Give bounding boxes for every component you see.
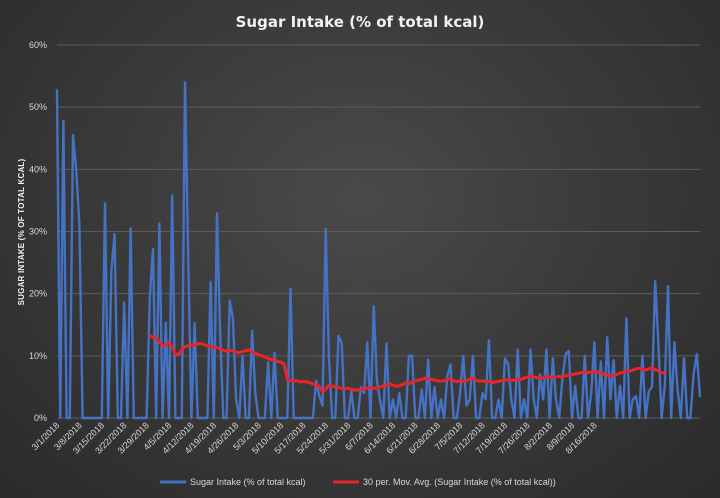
y-tick-label: 60% xyxy=(29,40,47,50)
y-tick-label: 30% xyxy=(29,227,47,237)
series-line-sugar-intake xyxy=(55,81,702,420)
series-line-moving-average xyxy=(148,334,667,394)
legend-label-moving-average: 30 per. Mov. Avg. (Sugar Intake (% of to… xyxy=(363,477,556,487)
y-tick-label: 20% xyxy=(29,289,47,299)
y-axis-label: SUGAR INTAKE (% OF TOTAL KCAL) xyxy=(17,158,26,305)
chart-title: Sugar Intake (% of total kcal) xyxy=(236,13,485,31)
gridlines xyxy=(57,44,700,419)
series-lines xyxy=(55,81,702,420)
y-tick-label: 10% xyxy=(29,351,47,361)
y-tick-label: 40% xyxy=(29,164,47,174)
legend: Sugar Intake (% of total kcal) 30 per. M… xyxy=(160,477,556,487)
y-axis-ticks: 0% 10% 20% 30% 40% 50% 60% xyxy=(29,40,47,423)
x-axis-ticks: 3/1/20183/8/20183/15/20183/22/20183/29/2… xyxy=(30,420,599,455)
y-tick-label: 0% xyxy=(34,413,47,423)
legend-label-sugar-intake: Sugar Intake (% of total kcal) xyxy=(190,477,306,487)
y-tick-label: 50% xyxy=(29,102,47,112)
